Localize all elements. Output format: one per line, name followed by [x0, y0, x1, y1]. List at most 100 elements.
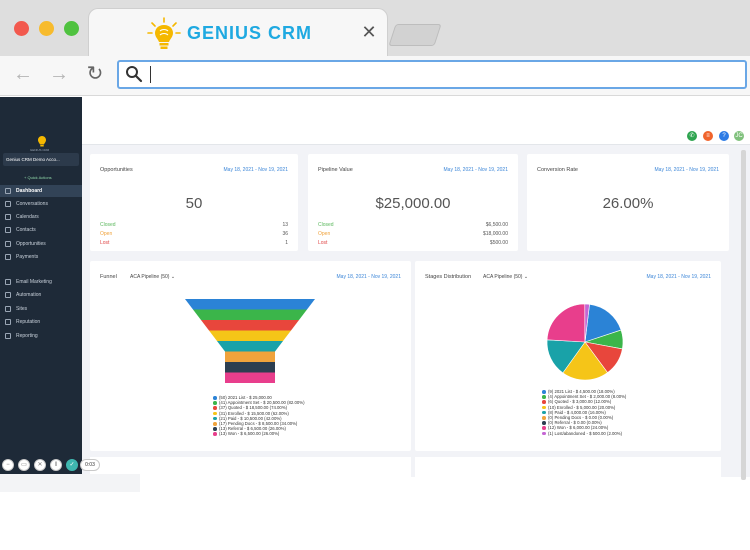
close-window-button[interactable] [14, 21, 29, 36]
sidebar-item-payments[interactable]: Payments [0, 251, 82, 263]
legend-item[interactable]: (21) Paid - $ 10,500.00 (42.00%) [213, 416, 305, 421]
pie-slice-lost-abandoned[interactable] [584, 303, 590, 343]
recorder-camera-icon[interactable]: ▭ [18, 459, 30, 471]
sidebar-item-opportunities[interactable]: Opportunities [0, 238, 82, 250]
quick-actions-label: Quick Actions [27, 175, 52, 180]
legend-item[interactable]: (0) Referral - $ 0.00 (0.00%) [542, 420, 626, 425]
funnel-segment-appointment-set[interactable] [193, 309, 307, 321]
back-arrow-icon[interactable]: ← [13, 63, 33, 85]
legend-item[interactable]: (13) Won - $ 6,500.00 (26.00%) [213, 431, 305, 436]
minimize-window-button[interactable] [39, 21, 54, 36]
pipeline-select[interactable]: ACA Pipeline (50) ⌄ [483, 274, 528, 280]
maximize-window-button[interactable] [64, 21, 79, 36]
pipeline-select[interactable]: ACA Pipeline (50) ⌄ [130, 274, 175, 280]
funnel-segment-paid[interactable] [217, 341, 283, 352]
legend-item[interactable]: (37) Quoted - $ 18,500.00 (74.00%) [213, 405, 305, 410]
legend-item[interactable]: (1) Lost/abandoned - $ 500.00 (2.00%) [542, 431, 626, 436]
sidebar-item-reputation[interactable]: Reputation [0, 316, 82, 328]
dashboard-icon [5, 188, 11, 194]
legend-dot-icon [213, 401, 217, 405]
conversion-rate-value: 26.00% [602, 195, 654, 212]
legend-item[interactable]: (0) Pending Docs - $ 0.00 (0.00%) [542, 415, 626, 420]
legend-item[interactable]: (13) Referral - $ 6,500.00 (26.00%) [213, 426, 305, 431]
funnel-segment-pending-docs[interactable] [225, 351, 275, 363]
sidebar-item-contacts[interactable]: Contacts [0, 224, 82, 236]
stat-value: $6,500.00 [485, 222, 508, 228]
recorder-delete-icon[interactable]: ✕ [34, 459, 46, 471]
legend-item[interactable]: (6) Quoted - $ 3,000.00 (12.00%) [542, 399, 626, 404]
funnel-segment-won[interactable] [225, 372, 275, 384]
funnel-segment-2021-list[interactable] [185, 299, 315, 310]
legend-dot-icon [542, 431, 546, 436]
sidebar-item-calendars[interactable]: Calendars [0, 211, 82, 223]
legend-item[interactable]: (31) Enrolled - $ 15,500.00 (62.00%) [213, 411, 305, 416]
legend-item[interactable]: (50) 2021 List - $ 25,000.00 [213, 395, 305, 400]
legend-item[interactable]: (41) Appointment Set - $ 20,500.00 (82.0… [213, 400, 305, 405]
legend-dot-icon [213, 396, 217, 400]
reporting-icon [5, 333, 11, 339]
scrollbar[interactable] [741, 150, 746, 480]
legend-item[interactable]: (17) Pending Docs - $ 8,500.00 (34.00%) [213, 421, 305, 426]
quick-actions-button[interactable]: + Quick Actions [24, 175, 52, 180]
legend-item[interactable]: (12) Won - $ 6,000.00 (24.00%) [542, 425, 626, 430]
legend-label: (0) Referral - $ 0.00 (0.00%) [548, 420, 602, 426]
sidebar-item-dashboard[interactable]: Dashboard [0, 185, 82, 197]
pie-slice-enrolled[interactable] [562, 341, 608, 381]
tab-close-icon[interactable]: ✕ [361, 22, 377, 42]
stat-label: Closed [100, 222, 116, 228]
sidebar-item-automation[interactable]: Automation [0, 289, 82, 301]
account-switcher[interactable]: Genius CRM Demo Acco... [3, 153, 79, 166]
legend-label: (17) Pending Docs - $ 8,500.00 (34.00%) [219, 420, 298, 426]
legend-item[interactable]: (4) Appointment Set - $ 2,000.00 (8.00%) [542, 394, 626, 399]
sidebar-item-label: Payments [16, 254, 39, 260]
stages-pie-chart [546, 303, 624, 381]
stat-label: Open [318, 231, 331, 237]
date-range-link[interactable]: May 18, 2021 - Nov 19, 2021 [443, 167, 509, 173]
legend-item[interactable]: (9) 2021 List - $ 4,500.00 (18.00%) [542, 389, 626, 394]
recorder-stop-icon[interactable]: − [2, 459, 14, 471]
new-tab-button[interactable] [388, 24, 442, 46]
funnel-segment-referral[interactable] [225, 362, 275, 373]
text-caret [150, 66, 151, 83]
funnel-segment-enrolled[interactable] [209, 330, 291, 342]
sidebar-item-sites[interactable]: Sites [0, 303, 82, 315]
funnel-segment-quoted[interactable] [201, 320, 299, 331]
notification-icon[interactable]: ≡ [703, 131, 713, 141]
legend-item[interactable]: (8) Paid - $ 4,000.00 (16.00%) [542, 410, 626, 415]
pie-slice-won[interactable] [546, 303, 586, 343]
sidebar-item-email-marketing[interactable]: Email Marketing [0, 276, 82, 288]
legend-label: (10) Enrolled - $ 5,000.00 (20.00%) [548, 404, 616, 410]
sidebar-logo-text: GENIUS CRM [30, 148, 50, 152]
stat-value: $500.00 [489, 240, 508, 246]
forward-arrow-icon[interactable]: → [49, 63, 69, 85]
stat-value: $18,000.00 [482, 231, 508, 237]
legend-dot-icon [542, 421, 546, 425]
help-icon[interactable]: ? [719, 131, 729, 141]
recorder-pause-icon[interactable]: ‖ [50, 459, 62, 471]
legend-item[interactable]: (10) Enrolled - $ 5,000.00 (20.00%) [542, 405, 626, 410]
date-range-link[interactable]: May 18, 2021 - Nov 19, 2021 [223, 167, 289, 173]
legend-dot-icon [213, 406, 217, 410]
recorder-done-icon[interactable]: ✓ [66, 459, 78, 471]
recorder-timer: 0:03 [80, 459, 100, 471]
date-range-link[interactable]: May 18, 2021 - Nov 19, 2021 [336, 274, 402, 280]
reputation-icon [5, 319, 11, 325]
stat-row-lost: Lost $500.00 [318, 240, 508, 248]
stat-label: Closed [318, 222, 334, 228]
browser-tab[interactable]: GENIUS CRM ✕ [88, 8, 388, 58]
reload-icon[interactable]: ↻ [86, 63, 104, 85]
user-avatar[interactable]: JC [734, 131, 744, 141]
legend-label: (13) Won - $ 6,500.00 (26.00%) [219, 431, 280, 437]
phone-icon[interactable]: ✆ [687, 131, 697, 141]
sidebar-item-conversations[interactable]: Conversations [0, 198, 82, 210]
sites-icon [5, 306, 11, 312]
date-range-link[interactable]: May 18, 2021 - Nov 19, 2021 [654, 167, 720, 173]
sidebar-item-reporting[interactable]: Reporting [0, 330, 82, 342]
legend-label: (6) Quoted - $ 3,000.00 (12.00%) [548, 399, 612, 405]
address-bar[interactable] [117, 60, 747, 89]
pie-slice-2021-list[interactable] [584, 303, 622, 343]
stat-row-closed: Closed 13 [100, 222, 288, 230]
lightbulb-logo-icon [147, 17, 181, 49]
calendar-icon [5, 214, 11, 220]
date-range-link[interactable]: May 18, 2021 - Nov 19, 2021 [646, 274, 712, 280]
